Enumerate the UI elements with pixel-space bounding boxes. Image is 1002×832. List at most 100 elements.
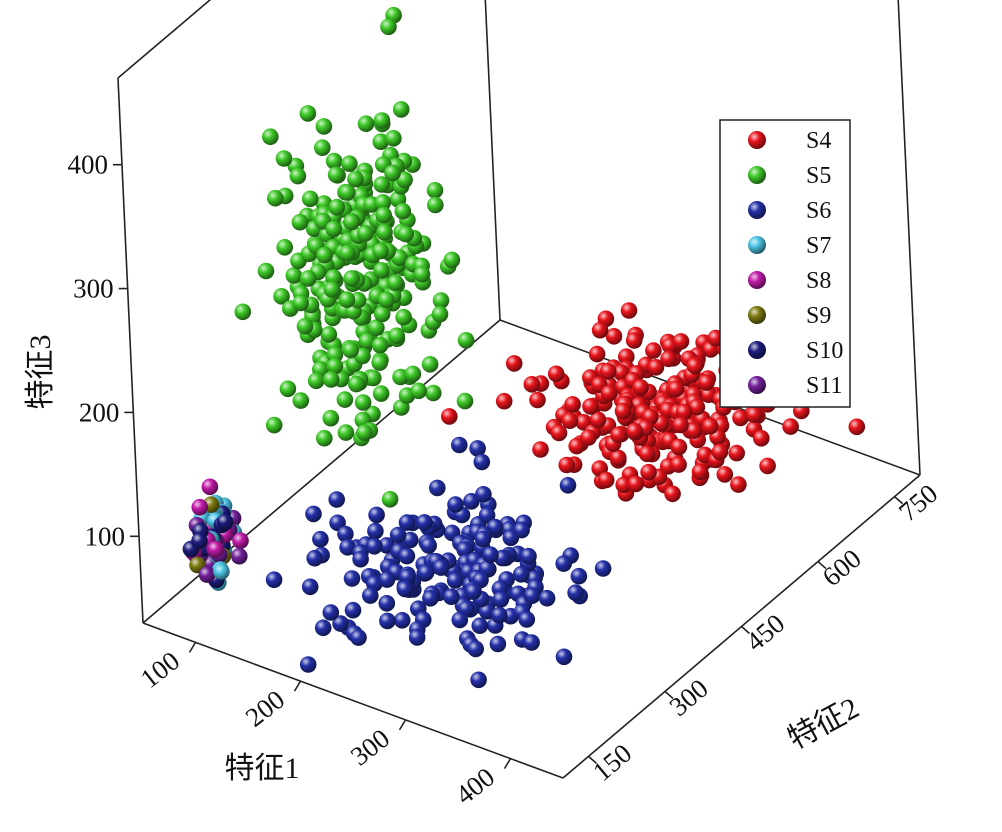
x-tick <box>293 680 302 692</box>
point-s5 <box>388 327 406 345</box>
point-s4 <box>638 445 656 463</box>
point-s5 <box>325 152 343 170</box>
point-s6 <box>473 453 491 471</box>
point-s6 <box>379 612 396 630</box>
point-s5 <box>368 319 385 337</box>
point-s5 <box>396 171 413 189</box>
point-s4 <box>589 411 607 429</box>
y-tick <box>740 625 751 635</box>
point-s5 <box>371 336 389 354</box>
point-s5 <box>373 305 391 323</box>
point-s4 <box>670 438 688 456</box>
point-s6 <box>396 580 414 598</box>
point-s5 <box>358 332 376 350</box>
y-tick-label: 150 <box>587 738 637 787</box>
point-s5 <box>356 424 373 441</box>
point-s4 <box>688 398 706 416</box>
point-s4 <box>728 444 745 462</box>
point-s5 <box>338 291 356 309</box>
point-s6 <box>482 546 499 563</box>
point-s4 <box>618 348 635 366</box>
point-s5 <box>323 281 341 298</box>
point-s6 <box>489 635 507 653</box>
point-s6 <box>463 493 480 510</box>
point-s5 <box>404 365 422 383</box>
point-s4 <box>599 363 617 380</box>
point-s5 <box>376 223 393 241</box>
point-s5 <box>322 409 340 427</box>
point-s4 <box>632 379 649 396</box>
point-s4 <box>701 417 719 435</box>
legend-marker-s5 <box>748 166 766 184</box>
point-s6 <box>378 571 396 588</box>
point-s11 <box>198 566 216 583</box>
point-s5 <box>392 368 409 386</box>
point-s10 <box>216 513 234 531</box>
point-s5 <box>410 382 428 400</box>
point-s6 <box>416 514 433 531</box>
point-s5 <box>285 267 303 284</box>
legend-box <box>719 119 851 408</box>
point-s6 <box>306 549 324 567</box>
point-s5 <box>267 189 284 207</box>
point-s5 <box>413 265 431 283</box>
point-s6 <box>366 538 383 555</box>
point-s5 <box>307 372 325 390</box>
point-s6 <box>570 567 588 585</box>
point-s4 <box>627 475 645 493</box>
x-tick-label: 100 <box>135 645 185 694</box>
point-s5 <box>322 371 340 388</box>
z-tick-label: 300 <box>73 274 114 304</box>
legend-label-s4: S4 <box>806 128 831 154</box>
point-s5 <box>392 101 410 118</box>
point-s5 <box>320 326 338 343</box>
point-s5 <box>339 244 356 262</box>
point-s5 <box>373 262 390 279</box>
point-s4 <box>645 342 662 359</box>
point-s6 <box>446 572 464 589</box>
point-s5 <box>337 424 355 441</box>
point-s6 <box>393 612 411 629</box>
legend-label-s10: S10 <box>806 338 843 364</box>
point-s8 <box>201 478 219 496</box>
point-s6 <box>389 526 407 544</box>
point-s5 <box>279 380 297 398</box>
point-s4 <box>532 441 549 458</box>
legend-label-s9: S9 <box>806 303 831 329</box>
point-s6 <box>368 506 385 524</box>
point-s8 <box>232 532 249 549</box>
point-s6 <box>328 491 346 508</box>
point-s5 <box>326 357 344 375</box>
point-s5 <box>374 194 392 211</box>
point-s4 <box>547 365 565 383</box>
point-s5 <box>421 356 439 373</box>
point-s6 <box>594 560 612 577</box>
y-axis-label: 特征2 <box>783 691 865 755</box>
point-s5 <box>371 354 389 371</box>
legend-marker-s8 <box>748 271 766 289</box>
point-s6 <box>350 629 367 646</box>
point-s5 <box>325 220 343 238</box>
z-tick-label: 200 <box>79 397 120 427</box>
point-s5 <box>275 150 293 167</box>
legend-marker-s11 <box>748 376 766 394</box>
point-s6 <box>322 604 340 621</box>
point-s5 <box>276 239 294 256</box>
point-s5 <box>395 308 412 326</box>
point-s5 <box>427 196 444 214</box>
point-s4 <box>564 396 581 413</box>
point-s6 <box>429 479 446 497</box>
z-tick-label: 100 <box>85 521 126 551</box>
point-s5 <box>356 225 374 242</box>
x-tick-label: 300 <box>345 723 395 772</box>
x-tick-label: 200 <box>240 684 290 733</box>
point-s6 <box>417 564 435 581</box>
point-s5 <box>326 346 344 364</box>
point-s5 <box>314 139 331 156</box>
point-s6 <box>451 436 468 454</box>
point-s6 <box>443 588 460 605</box>
point-s6 <box>520 547 537 565</box>
point-s5 <box>373 112 391 129</box>
point-s5 <box>343 270 360 287</box>
